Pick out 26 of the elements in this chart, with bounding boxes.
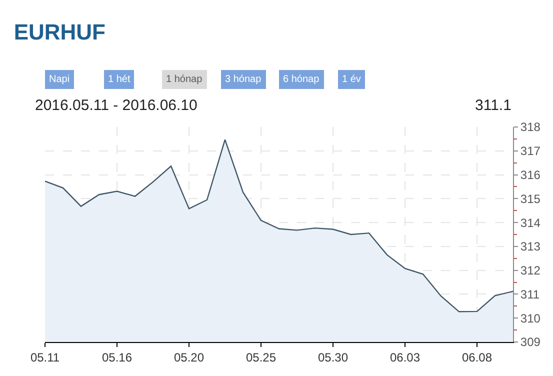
chart-subtitle: 2016.05.11 - 2016.06.10 [35, 97, 198, 114]
y-tick-label: 315 [520, 192, 541, 206]
y-tick-label: 310 [520, 311, 541, 326]
text: 6 hónap [283, 74, 320, 85]
x-tick-label: 05.30 [318, 350, 348, 364]
text: Napi [49, 74, 70, 85]
x-tick-label: 06.03 [390, 350, 420, 364]
y-tick-label: 314 [520, 216, 541, 230]
chart-title: EURHUF [14, 20, 106, 45]
y-tick-label: 311 [520, 287, 540, 302]
x-tick-label: 06.08 [462, 350, 492, 364]
x-tick-label: 05.11 [30, 350, 60, 364]
x-tick-label: 05.20 [174, 350, 204, 364]
text: 1 hónap [166, 74, 203, 85]
text: 311.1 [475, 97, 512, 114]
y-tick-label: 313 [520, 240, 541, 254]
text: 3 hónap [225, 74, 262, 85]
x-tick-label: 05.25 [246, 350, 276, 364]
y-tick-label: 309 [520, 335, 541, 350]
y-tick-label: 316 [520, 168, 541, 182]
text: 1 hét [108, 74, 130, 85]
x-tick-label: 05.16 [102, 350, 132, 364]
y-tick-label: 312 [520, 264, 541, 278]
y-tick-label: 318 [520, 120, 541, 134]
y-tick-label: 317 [520, 144, 541, 158]
text: 1 év [342, 74, 361, 85]
